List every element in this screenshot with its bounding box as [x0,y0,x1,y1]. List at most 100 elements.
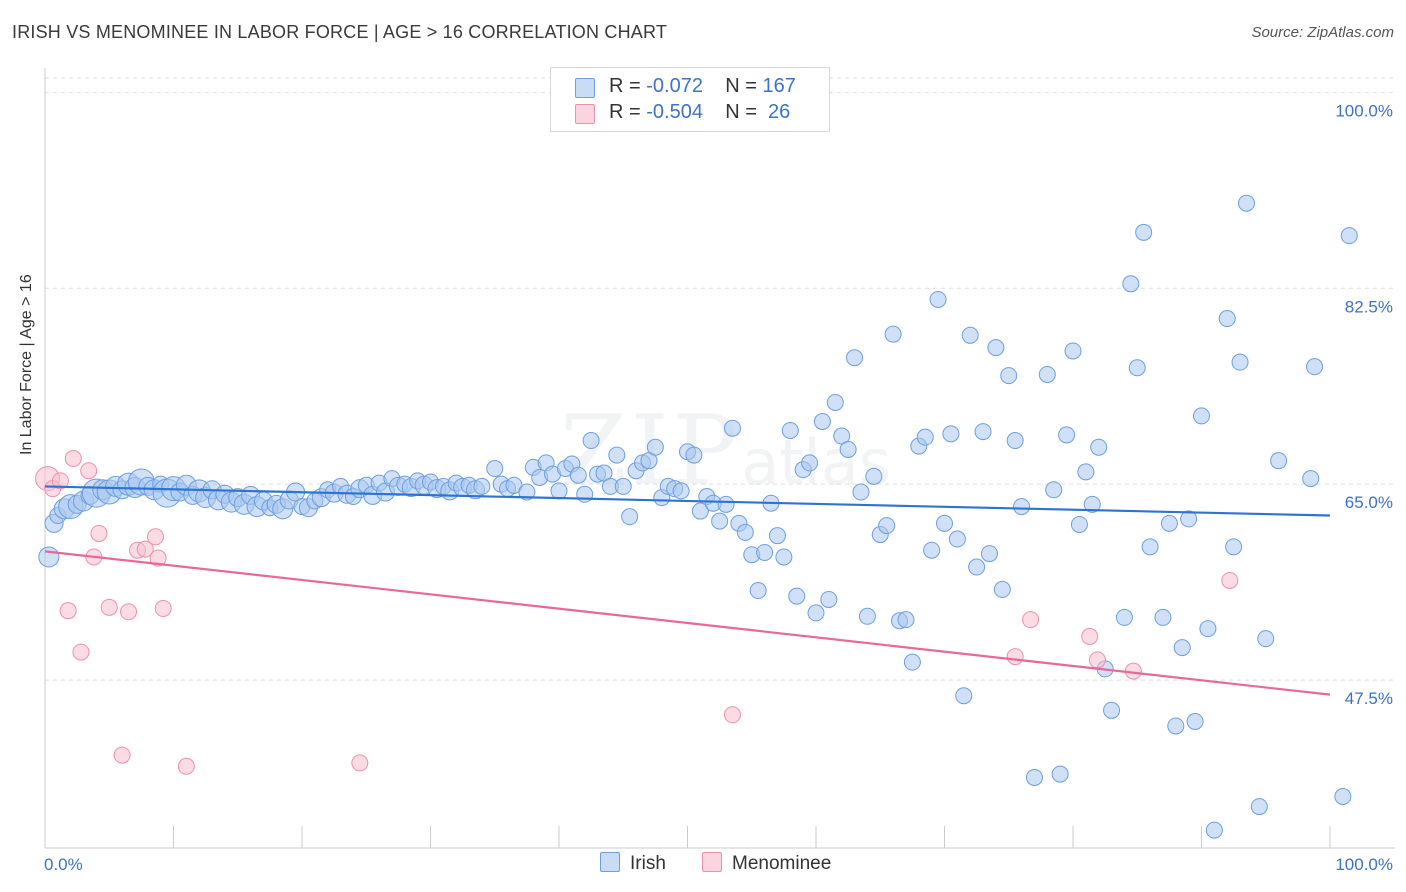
irish-point [1122,275,1140,293]
irish-point [614,477,632,495]
irish-point [1160,514,1178,532]
irish-point [1077,463,1095,481]
irish-point [518,483,536,501]
irish-point [38,546,60,568]
irish-point [974,423,992,441]
irish-point [993,580,1011,598]
irish-point [1013,498,1031,516]
irish-point [858,607,876,625]
irish-point [852,483,870,501]
menominee-trendline [44,550,1331,696]
menominee-swatch [575,104,595,124]
irish-point [903,653,921,671]
gridlines [45,77,1395,681]
irish-swatch [575,78,595,98]
irish-point [929,290,947,308]
irish-n-value: 167 [762,75,796,97]
irish-point [813,412,831,430]
irish-point [473,477,491,495]
irish-point [1193,407,1210,425]
menominee-point [149,549,167,567]
irish-point [486,460,504,478]
irish-point [1340,227,1358,245]
correlation-legend: R = -0.072 N = 167 R = -0.504 N = 26 [550,67,830,132]
irish-point [685,446,703,464]
menominee-point [1221,571,1239,589]
irish-point [1083,495,1101,513]
menominee-point [723,706,741,724]
irish-point [839,440,857,458]
irish-point [916,428,934,446]
menominee-point [120,603,138,621]
menominee-n-label: N = [725,101,757,123]
irish-point [1334,788,1352,806]
irish-point [1302,470,1320,488]
irish-point [1103,701,1121,719]
irish-point [948,530,966,548]
menominee-point [113,746,131,764]
menominee-point [1088,651,1106,669]
irish-point [884,325,902,343]
irish-point [1070,515,1088,533]
bottom-legend-irish: Irish [600,852,666,875]
irish-point [1135,223,1153,241]
irish-point [756,543,774,561]
bottom-irish-swatch [600,852,620,872]
menominee-point [72,643,90,661]
irish-point [1006,432,1024,450]
irish-point [846,349,864,367]
irish-r-value: -0.072 [646,75,703,97]
irish-point [749,582,767,600]
irish-point [775,548,793,566]
irish-point [788,587,806,605]
irish-point [980,545,998,563]
irish-point [1051,765,1069,783]
irish-point [691,502,709,520]
irish-point [1199,620,1217,638]
irish-point [781,421,799,439]
irish-point [569,466,587,484]
irish-point [608,446,626,464]
irish-point [1058,426,1076,444]
irish-point [807,604,825,622]
menominee-point [100,598,118,616]
irish-point [1045,481,1063,499]
bottom-menominee-swatch [702,852,722,872]
irish-point [1128,359,1146,377]
axes [44,68,1395,849]
irish-point [711,512,729,530]
menominee-point [177,757,195,775]
irish-point [768,527,786,545]
irish-point [646,438,664,456]
x-tick-label: 0.0% [44,855,83,874]
menominee-point [154,599,172,617]
irish-point [1186,713,1204,731]
irish-point [621,508,639,526]
menominee-point [136,540,154,558]
y-tick-label: 47.5% [1345,689,1393,708]
chart-title: IRISH VS MENOMINEE IN LABOR FORCE | AGE … [12,22,668,42]
irish-r-label: R = [609,75,641,97]
menominee-points [35,449,1239,775]
menominee-r-label: R = [609,101,641,123]
irish-point [1218,310,1236,328]
irish-point [1090,438,1108,456]
tick-labels: 47.5% 65.0% 82.5% 100.0% 0.0% 100.0% [44,101,1393,874]
menominee-point [90,524,108,542]
bottom-irish-label: Irish [630,853,666,874]
menominee-point [1081,627,1099,645]
irish-point [1237,194,1255,212]
menominee-point [64,449,82,467]
irish-point [1225,538,1243,556]
irish-point [582,432,600,450]
irish-point [865,467,883,485]
y-tick-label: 82.5% [1345,297,1393,316]
irish-point [1180,510,1198,528]
irish-point [826,393,844,411]
irish-point [801,454,819,472]
irish-point [1115,608,1133,626]
irish-point [955,687,973,705]
irish-point [672,482,690,500]
bottom-menominee-label: Menominee [732,853,832,874]
